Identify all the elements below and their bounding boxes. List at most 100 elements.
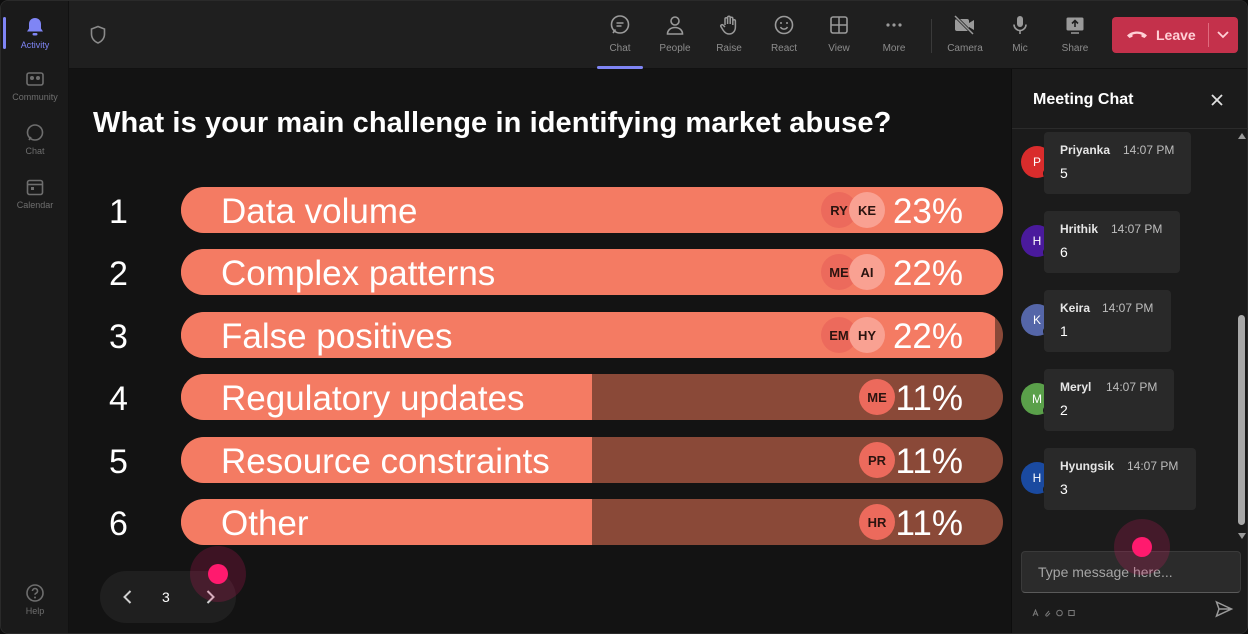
sender-name: Keira <box>1060 301 1091 315</box>
toolbar-label: Chat <box>609 43 631 54</box>
avatar-initial: H <box>1032 471 1042 485</box>
poll-option-row: 2 Complex patterns ME AI 22% <box>69 249 1011 297</box>
message-text: 1 <box>1060 323 1068 339</box>
poll-result-bar: Data volume RY KE 23% <box>181 187 1003 233</box>
chat-divider <box>1012 128 1247 129</box>
scroll-down-arrow-icon[interactable] <box>1238 533 1246 539</box>
toolbar-react-button[interactable]: React <box>757 9 811 63</box>
chevron-right-icon[interactable] <box>200 587 220 607</box>
message-time: 14:07 PM <box>1106 380 1158 394</box>
option-label: Resource constraints <box>221 442 550 481</box>
toolbar-divider <box>931 19 932 53</box>
app-rail: Activity Community Chat Calendar Help <box>1 1 69 633</box>
poll-option-row: 6 Other HR 11% <box>69 499 1011 547</box>
sender-name: Priyanka <box>1060 143 1111 157</box>
chat-message: P Priyanka 14:07 PM 5 <box>1020 132 1240 196</box>
message-bubble: Keira 14:07 PM 1 <box>1044 290 1171 352</box>
option-number: 6 <box>109 505 128 543</box>
rail-item-chat[interactable]: Chat <box>1 113 69 165</box>
toolbar-more-button[interactable]: More <box>867 9 921 63</box>
voter-avatar: PR <box>859 442 895 478</box>
option-percent: 11% <box>895 442 963 481</box>
presentation-stage: What is your main challenge in identifyi… <box>69 69 1011 633</box>
option-label: False positives <box>221 317 453 356</box>
sender-name: Meryl <box>1060 380 1092 394</box>
message-bubble: Hyungsik 14:07 PM 3 <box>1044 448 1196 510</box>
meeting-chat-panel: Meeting Chat P Priyanka 14:07 PM 5 H Hri… <box>1011 69 1247 633</box>
emoji-icon[interactable] <box>1056 604 1063 617</box>
help-icon <box>25 583 45 603</box>
phone-hangup-icon <box>1126 28 1148 42</box>
message-text: 6 <box>1060 244 1068 260</box>
chat-message: K Keira 14:07 PM 1 <box>1020 290 1240 354</box>
rail-label: Activity <box>20 39 50 50</box>
shield-icon[interactable] <box>89 25 107 45</box>
chat-title: Meeting Chat <box>1033 91 1134 108</box>
toolbar-chat-button[interactable]: Chat <box>593 9 647 69</box>
option-number: 1 <box>109 193 128 231</box>
chat-icon <box>25 123 45 143</box>
pointer-highlight <box>1114 519 1170 575</box>
toolbar-label: Raise <box>716 43 742 54</box>
option-label: Data volume <box>221 192 418 231</box>
message-input[interactable] <box>1022 552 1240 592</box>
page-number: 3 <box>162 589 170 605</box>
voter-avatar: HY <box>849 317 885 353</box>
rail-label: Help <box>25 605 45 616</box>
rail-item-community[interactable]: Community <box>1 59 69 111</box>
message-time: 14:07 PM <box>1102 301 1154 315</box>
scroll-up-arrow-icon[interactable] <box>1238 133 1246 139</box>
chat-compose-box[interactable] <box>1021 551 1241 593</box>
microphone-icon <box>1008 13 1032 37</box>
option-label: Complex patterns <box>221 254 496 293</box>
message-time: 14:07 PM <box>1123 143 1175 157</box>
send-icon[interactable] <box>1214 599 1234 619</box>
chat-message: M Meryl 14:07 PM 2 <box>1020 369 1240 433</box>
message-bubble: Priyanka 14:07 PM 5 <box>1044 132 1191 194</box>
poll-result-bar: Regulatory updates ME 11% <box>181 374 1003 420</box>
rail-item-help[interactable]: Help <box>1 573 69 625</box>
format-icon[interactable] <box>1032 604 1039 617</box>
result-fill <box>181 437 592 483</box>
result-fill <box>181 499 592 545</box>
message-text: 5 <box>1060 165 1068 181</box>
toolbar-view-button[interactable]: View <box>812 9 866 63</box>
chevron-down-icon[interactable] <box>1215 26 1231 42</box>
scrollbar-thumb[interactable] <box>1238 315 1245 525</box>
toolbar-raise-button[interactable]: Raise <box>702 9 756 63</box>
pointer-highlight <box>190 546 246 602</box>
toolbar-people-button[interactable]: People <box>648 9 702 63</box>
message-bubble: Hrithik 14:07 PM 6 <box>1044 211 1180 273</box>
calendar-icon <box>25 177 45 197</box>
avatar-initial: P <box>1032 155 1041 169</box>
leave-button[interactable]: Leave <box>1112 17 1238 53</box>
gif-icon[interactable] <box>1068 604 1075 616</box>
rail-item-calendar[interactable]: Calendar <box>1 167 69 219</box>
message-bubble: Meryl 14:07 PM 2 <box>1044 369 1174 431</box>
grid-icon <box>827 13 851 37</box>
toolbar-mic-button[interactable]: Mic <box>993 9 1047 63</box>
option-percent: 23% <box>892 192 963 231</box>
close-icon[interactable] <box>1208 91 1226 109</box>
result-fill <box>181 374 592 420</box>
community-icon <box>25 69 45 89</box>
avatar-initial: H <box>1032 234 1042 248</box>
option-percent: 22% <box>892 317 963 356</box>
poll-result-bar: Complex patterns ME AI 22% <box>181 249 1003 295</box>
voter-avatar: KE <box>849 192 885 228</box>
option-percent: 22% <box>892 254 963 293</box>
chat-message: H Hyungsik 14:07 PM 3 <box>1020 448 1240 512</box>
rail-item-activity[interactable]: Activity <box>1 7 69 59</box>
toolbar-share-button[interactable]: Share <box>1048 9 1102 63</box>
compose-tools <box>1032 604 1075 617</box>
option-number: 3 <box>109 318 128 356</box>
attach-icon[interactable] <box>1044 604 1051 617</box>
chat-scrollbar[interactable] <box>1236 131 1247 543</box>
meeting-toolbar: Chat People Raise React View <box>69 1 1247 69</box>
people-icon <box>663 13 687 37</box>
voter-avatar: HR <box>859 504 895 540</box>
toolbar-camera-button[interactable]: Camera <box>938 9 992 63</box>
chevron-left-icon[interactable] <box>118 587 138 607</box>
option-percent: 11% <box>895 379 963 418</box>
